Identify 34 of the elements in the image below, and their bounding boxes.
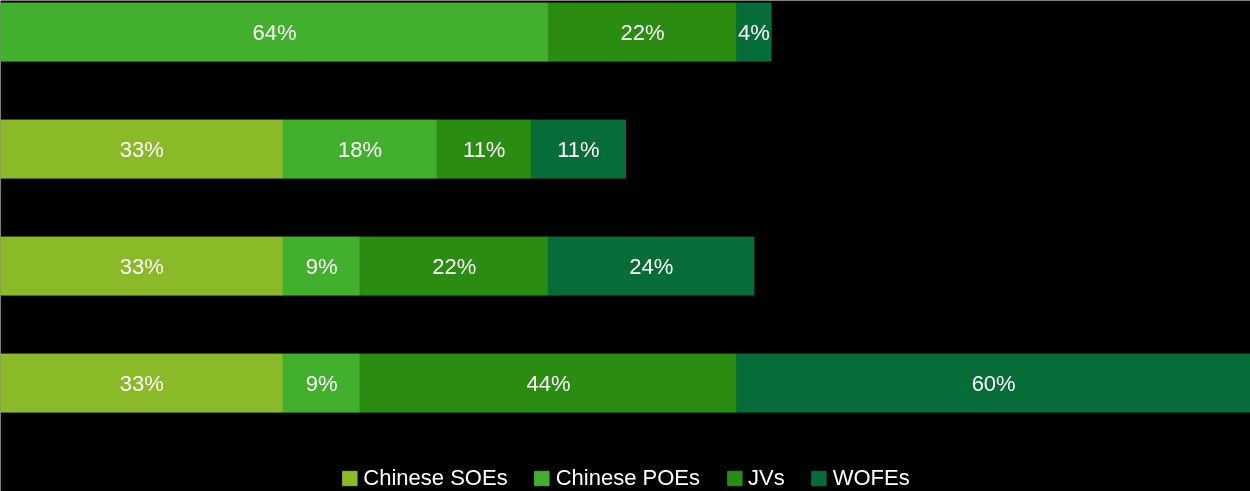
data-label: 22% bbox=[620, 19, 665, 45]
data-label: 33% bbox=[119, 253, 164, 279]
data-label: 44% bbox=[526, 370, 571, 396]
data-label: 11% bbox=[557, 136, 600, 162]
data-label: 9% bbox=[305, 370, 338, 396]
legend-label: JVs bbox=[747, 465, 785, 491]
bar bbox=[547, 2, 738, 62]
legend-label: Chinese POEs bbox=[555, 465, 700, 491]
bar bbox=[0, 236, 284, 296]
bar bbox=[736, 353, 1250, 413]
bar bbox=[0, 119, 284, 179]
data-label: 64% bbox=[252, 19, 297, 45]
bar bbox=[282, 236, 361, 296]
legend-label: Chinese SOEs bbox=[363, 465, 508, 491]
data-label: 33% bbox=[119, 136, 164, 162]
bar bbox=[436, 119, 532, 179]
bar bbox=[547, 236, 755, 296]
data-label: 33% bbox=[119, 370, 164, 396]
data-label: 60% bbox=[971, 370, 1016, 396]
legend-label: WOFEs bbox=[832, 465, 910, 491]
data-label: 18% bbox=[338, 136, 383, 162]
bar bbox=[359, 236, 549, 296]
bar bbox=[0, 353, 284, 413]
data-label: 4% bbox=[738, 19, 770, 45]
data-label: 11% bbox=[463, 136, 506, 162]
bar bbox=[282, 119, 438, 179]
bar bbox=[736, 2, 772, 62]
bar bbox=[0, 2, 549, 62]
bar bbox=[530, 119, 626, 179]
data-label: 9% bbox=[305, 253, 338, 279]
data-label: 22% bbox=[432, 253, 477, 279]
bar bbox=[282, 353, 361, 413]
data-label: 24% bbox=[629, 253, 674, 279]
bar bbox=[359, 353, 738, 413]
